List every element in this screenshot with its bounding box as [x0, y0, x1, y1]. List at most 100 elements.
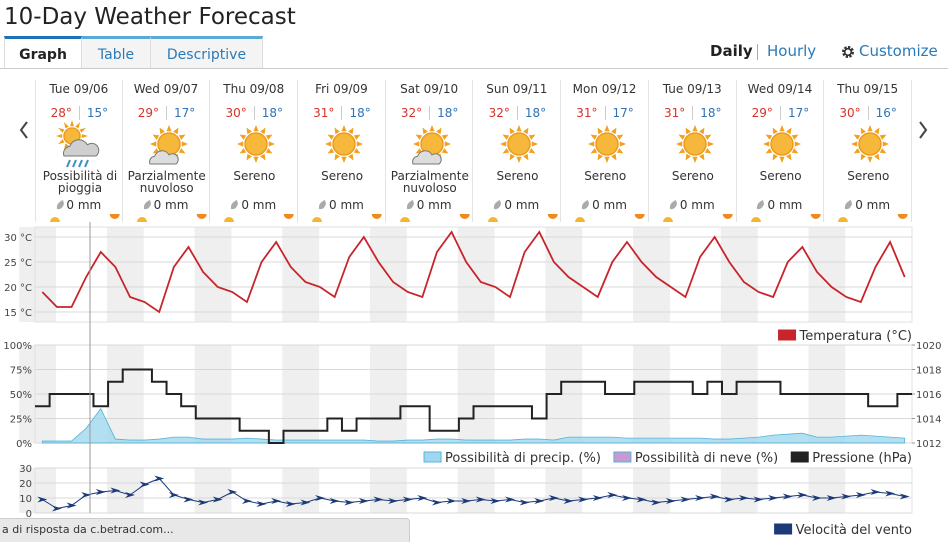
sun [595, 132, 619, 156]
sun-ray [348, 153, 354, 161]
high-temp: 31° [663, 106, 686, 120]
wind-marker [709, 493, 720, 500]
wind-marker [885, 490, 896, 497]
sun-marks [136, 214, 207, 222]
view-toggle[interactable]: Hourly [767, 42, 817, 60]
next-arrow[interactable] [919, 121, 928, 139]
night-band [282, 227, 320, 322]
wind-marker [753, 496, 764, 503]
night-band [808, 468, 846, 513]
drop [318, 200, 326, 210]
y-tick-label: 30 [19, 464, 32, 475]
night-band [808, 227, 846, 322]
night-band [194, 468, 232, 513]
night-band [633, 468, 670, 513]
tab[interactable]: Descriptive [151, 36, 263, 68]
condition: Sereno [321, 169, 364, 183]
sun-ray [860, 127, 867, 135]
sunset [547, 214, 558, 219]
customize-button[interactable]: Customize [859, 42, 938, 60]
wind-marker [373, 496, 384, 503]
sun [770, 132, 795, 156]
drop-icon [143, 200, 151, 210]
prev-arrow[interactable] [19, 121, 28, 139]
date: Wed 09/07 [133, 82, 199, 96]
drop-icon [231, 200, 239, 210]
wind-marker [548, 495, 559, 501]
sun-ray [765, 134, 773, 140]
sun [507, 132, 532, 156]
wind-marker [636, 496, 647, 503]
date: Tue 09/13 [662, 82, 722, 96]
day-card: Wed 09/07 29° 17° Parzialmente nuvoloso 0 mm [123, 80, 211, 222]
condition: Sereno [584, 169, 627, 183]
sun-ray [181, 141, 188, 147]
high-temp: 31° [576, 106, 598, 120]
sunrise [487, 217, 498, 222]
gear-icon[interactable] [841, 45, 855, 59]
sun-ray [246, 127, 253, 135]
divider [0, 68, 948, 69]
drop [581, 200, 590, 210]
date: Sat 09/10 [400, 82, 459, 96]
cloud [148, 150, 179, 165]
wind-marker [139, 481, 150, 488]
sun-ray [772, 127, 779, 135]
sun [858, 132, 882, 156]
date: Fri 09/09 [315, 82, 368, 96]
y-tick-label: 25% [10, 415, 32, 426]
y-tick-label: 20 [19, 479, 32, 490]
sunset [109, 214, 120, 219]
sun-ray [588, 141, 595, 147]
sunrise [224, 217, 235, 222]
y-tick-label: 0 [26, 509, 32, 520]
legend-label: Possibilità di neve (%) [635, 451, 778, 466]
sun-marks [750, 214, 821, 222]
tab[interactable]: Table [82, 36, 151, 68]
sun [244, 132, 268, 156]
sun-ray [853, 134, 861, 140]
sun-ray [75, 122, 80, 129]
sun-ray [412, 141, 419, 147]
sun-ray [597, 153, 603, 161]
view-toggle[interactable]: Daily [710, 42, 753, 60]
precip: 0 mm [66, 198, 102, 212]
sun-ray [502, 148, 510, 154]
wind-marker [811, 495, 822, 501]
sun-ray [692, 156, 698, 163]
wind-marker [402, 496, 413, 503]
weather-icon [411, 125, 451, 165]
sun-marks [312, 214, 382, 222]
wind-marker [446, 498, 457, 504]
legend-swatch [423, 451, 442, 463]
day-card: Sun 09/11 32° 18° Sereno 0 mm [474, 80, 562, 222]
condition: Sereno [671, 169, 714, 183]
sunrise [312, 217, 323, 222]
rain-drop [65, 159, 71, 168]
sun-ray [422, 127, 428, 135]
wind-marker [358, 498, 369, 504]
sun-ray [334, 127, 340, 135]
sun [332, 132, 356, 156]
sun-ray [178, 134, 185, 140]
legend-label: Pressione (hPa) [812, 451, 912, 466]
sunrise [662, 217, 673, 222]
condition: Sereno [496, 169, 539, 183]
sun-ray [704, 134, 712, 140]
high-temp: 32° [488, 106, 510, 120]
night-band [545, 468, 583, 513]
tab[interactable]: Graph [4, 36, 82, 68]
day-card: Thu 09/08 30° 18° Sereno 0 mm [210, 80, 299, 222]
drop [494, 200, 502, 210]
sun-ray [353, 134, 361, 140]
sun-marks [224, 214, 295, 222]
sun-ray [509, 127, 516, 135]
wind-marker [198, 499, 209, 506]
y2-tick-label: 1018 [916, 366, 941, 377]
drop-icon [494, 200, 502, 210]
wind-marker [782, 493, 793, 500]
y2-tick-label: 1016 [916, 390, 941, 401]
sunset [810, 214, 821, 219]
sun-ray [334, 153, 340, 161]
drop-icon [845, 200, 853, 210]
